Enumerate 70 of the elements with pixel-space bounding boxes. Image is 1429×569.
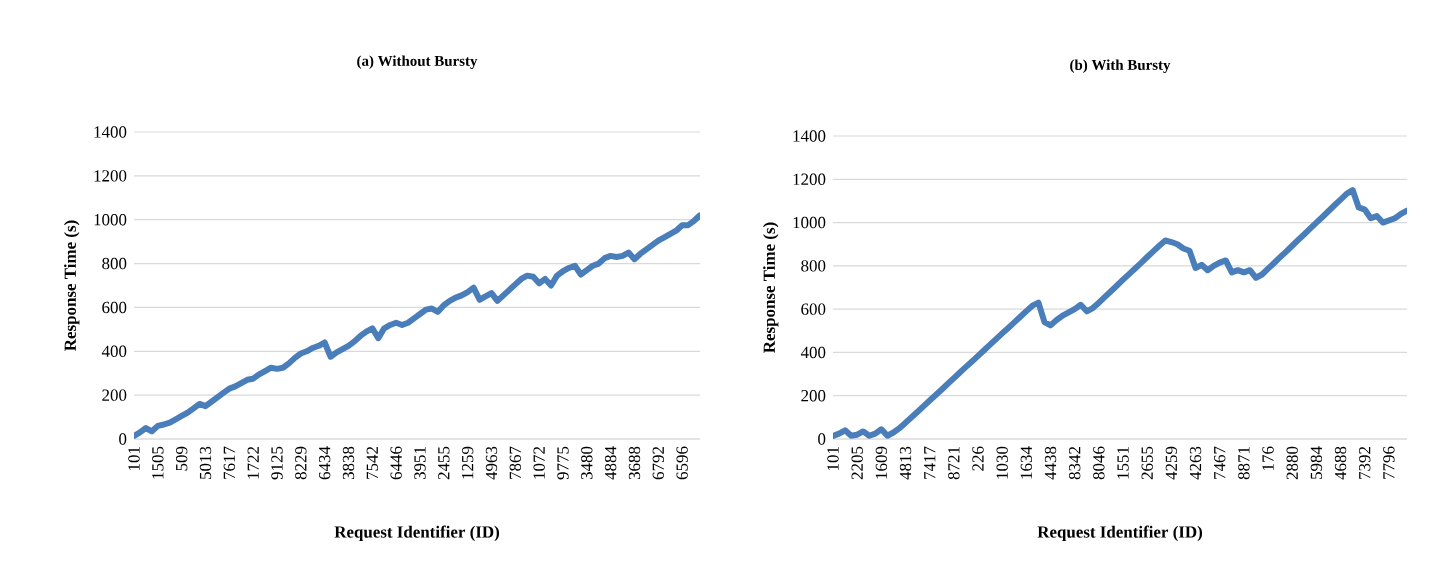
x-tick-label: 8342 xyxy=(1069,446,1081,480)
x-tick-label: 1634 xyxy=(1020,446,1033,479)
y-tick-label: 600 xyxy=(102,301,127,314)
x-tick-label: 7392 xyxy=(1359,446,1371,479)
y-tick-label: 0 xyxy=(818,433,826,445)
x-tick-label: 6434 xyxy=(318,446,331,480)
x-tick-label: 5013 xyxy=(199,446,212,479)
x-tick-label: 7867 xyxy=(509,446,522,479)
x-tick-label: 509 xyxy=(175,446,188,471)
y-tick-label: 1200 xyxy=(94,170,127,182)
x-tick-label: 8046 xyxy=(1093,446,1105,480)
x-tick-label: 4884 xyxy=(604,446,617,480)
x-tick-label: 2205 xyxy=(851,446,863,480)
x-tick-label: 1505 xyxy=(152,446,164,479)
y-axis-title: Response Time (s) xyxy=(763,222,779,353)
y-axis-title: Response Time (s) xyxy=(64,220,80,351)
y-tick-label: 600 xyxy=(801,303,826,315)
y-tick-label: 400 xyxy=(101,345,127,357)
x-tick-label: 6446 xyxy=(390,446,402,480)
y-tick-label: 1200 xyxy=(793,173,826,185)
x-tick-label: 1551 xyxy=(1117,447,1129,479)
x-tick-label: 2655 xyxy=(1141,446,1153,480)
x-tick-label: 3480 xyxy=(581,446,593,480)
y-tick-label: 200 xyxy=(801,390,826,402)
x-tick-label: 2455 xyxy=(438,446,450,480)
x-tick-label: 7417 xyxy=(924,446,936,479)
x-tick-label: 8871 xyxy=(1238,447,1250,480)
x-tick-label: 7796 xyxy=(1383,446,1395,479)
y-tick-label: 1000 xyxy=(94,214,127,226)
x-tick-label: 4813 xyxy=(899,446,912,480)
x-axis-title: Request Identifier (ID) xyxy=(334,525,500,542)
x-tick-label: 5984 xyxy=(1310,446,1323,479)
x-tick-label: 8229 xyxy=(295,446,307,480)
x-tick-label: 2880 xyxy=(1286,446,1298,480)
y-tick-label: 1000 xyxy=(793,216,826,229)
x-tick-label: 4438 xyxy=(1044,446,1057,480)
x-tick-label: 7542 xyxy=(366,446,378,479)
x-tick-label: 6792 xyxy=(652,446,664,480)
x-tick-label: 176 xyxy=(1262,446,1274,470)
x-tick-label: 1722 xyxy=(247,446,259,479)
x-tick-label: 226 xyxy=(972,446,984,471)
x-tick-label: 1072 xyxy=(533,446,545,479)
y-tick-label: 0 xyxy=(119,433,127,445)
x-tick-label: 4688 xyxy=(1334,446,1347,480)
y-tick-label: 1400 xyxy=(793,130,826,142)
x-tick-label: 3951 xyxy=(414,447,426,480)
x-tick-label: 1259 xyxy=(461,446,474,479)
x-tick-label: 101 xyxy=(128,447,140,470)
x-tick-label: 9775 xyxy=(557,446,569,480)
chart-title: (a) Without Bursty xyxy=(357,55,478,69)
x-tick-label: 1030 xyxy=(996,446,1008,479)
x-tick-label: 6596 xyxy=(676,446,688,480)
x-tick-label: 7467 xyxy=(1214,446,1226,479)
y-tick-label: 200 xyxy=(102,389,127,401)
chart-title: (b) With Bursty xyxy=(1070,59,1171,73)
x-axis-title: Request Identifier (ID) xyxy=(1037,525,1203,542)
x-tick-label: 8721 xyxy=(948,447,960,480)
x-tick-label: 7617 xyxy=(223,446,236,479)
y-tick-label: 800 xyxy=(801,260,826,272)
x-tick-label: 3688 xyxy=(628,446,641,480)
x-tick-label: 4263 xyxy=(1189,446,1202,480)
x-tick-label: 101 xyxy=(827,447,839,470)
x-tick-label: 3838 xyxy=(342,446,355,480)
x-tick-label: 9125 xyxy=(271,446,283,480)
y-tick-label: 400 xyxy=(800,346,826,359)
y-tick-label: 800 xyxy=(102,257,127,270)
x-tick-label: 4963 xyxy=(485,446,498,480)
x-tick-label: 1609 xyxy=(875,446,888,479)
x-tick-label: 4259 xyxy=(1165,446,1178,480)
y-tick-label: 1400 xyxy=(94,126,127,138)
